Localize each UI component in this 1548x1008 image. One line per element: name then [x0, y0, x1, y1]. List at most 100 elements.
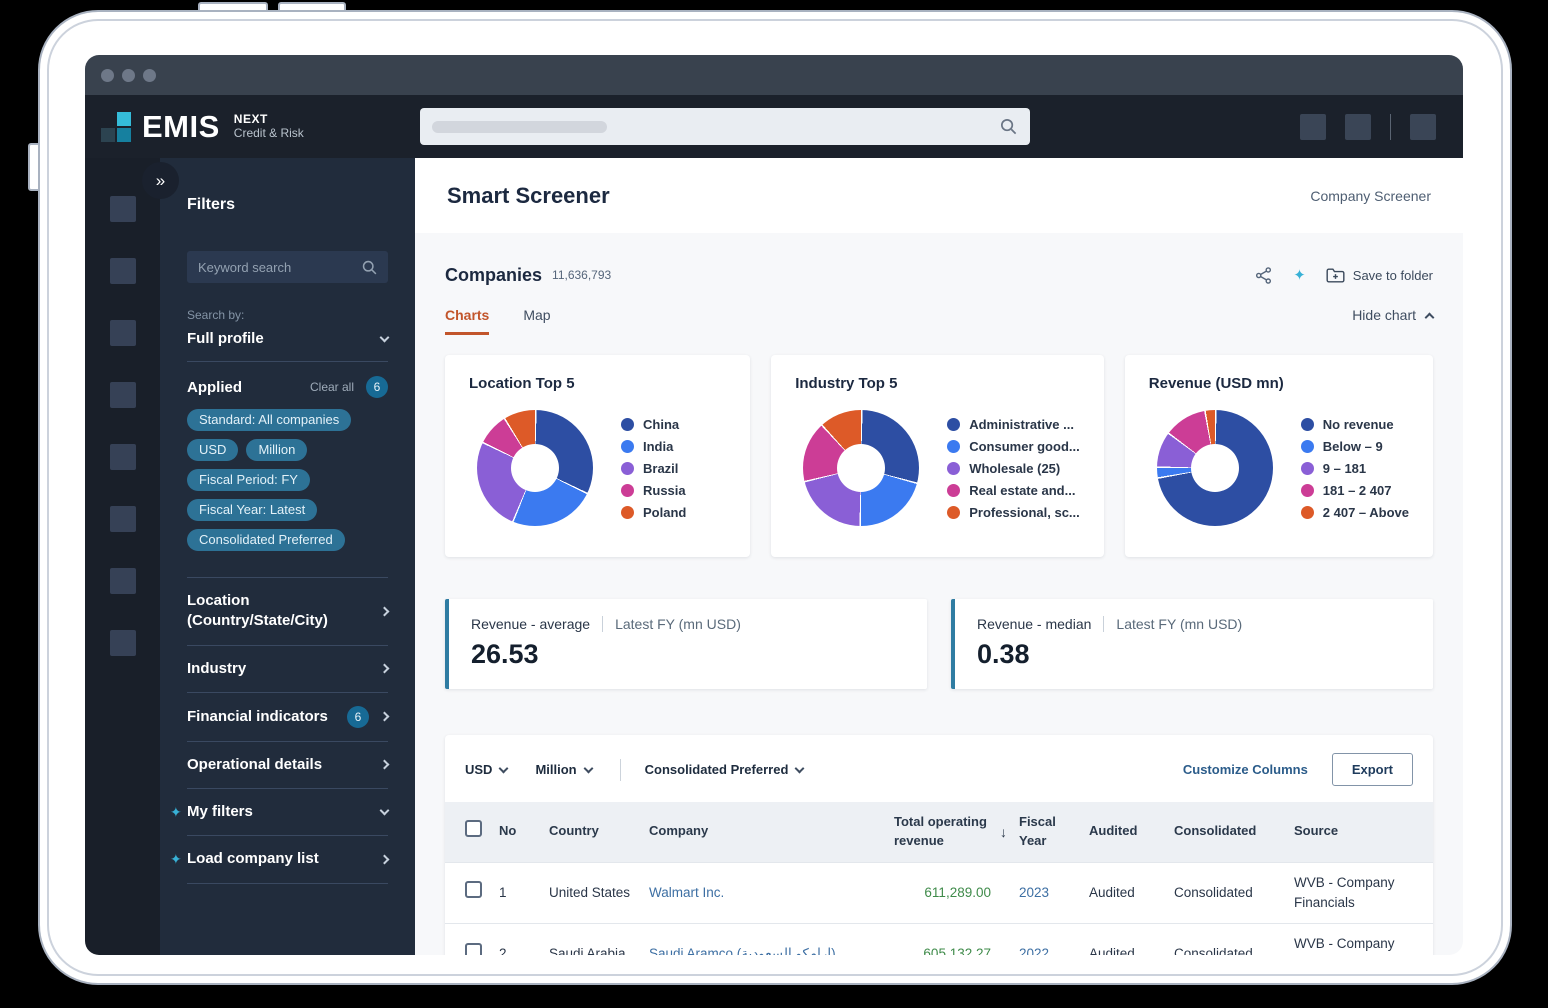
legend-item: Professional, sc...	[947, 505, 1080, 520]
search-by-select[interactable]: Full profile	[187, 330, 390, 347]
legend-swatch	[1300, 461, 1314, 475]
rail-icon-placeholder[interactable]	[109, 382, 136, 408]
column-header[interactable]: Total operating revenue ↓	[894, 814, 1007, 848]
column-header[interactable]: Consolidated	[1174, 823, 1257, 839]
applied-filter-chip[interactable]: USD	[187, 439, 239, 461]
customize-columns-button[interactable]: Customize Columns	[1182, 762, 1308, 777]
sidebar-item-label: Location (Country/State/City)	[187, 592, 328, 630]
cell-no: 2	[491, 923, 541, 955]
results-table-card: USD Million Consolidated Preferred	[445, 735, 1433, 955]
legend-item: No revenue	[1300, 417, 1409, 432]
legend-label: China	[643, 416, 680, 432]
window-control-dot[interactable]	[122, 68, 135, 82]
legend-item: Brazil	[621, 461, 686, 476]
charts-row: Location Top 5 China India Brazil Russia Pola…	[445, 355, 1433, 557]
rail-icon-placeholder[interactable]	[109, 630, 136, 656]
appbar-actions	[1300, 113, 1436, 140]
rail-icon-placeholder[interactable]	[109, 568, 136, 594]
legend-swatch	[947, 439, 961, 453]
cell-source: WVB - Company Financials	[1286, 861, 1433, 924]
chart-card: Revenue (USD mn) No revenue Below – 9 9 – 1…	[1124, 355, 1433, 557]
sidebar-item-industry[interactable]: Industry	[187, 646, 390, 693]
emis-logo: EMIS NEXT Credit & Risk	[100, 109, 304, 145]
chevron-down-icon	[379, 805, 390, 816]
select-all-checkbox[interactable]	[465, 820, 482, 838]
sidebar-item-my-filters[interactable]: ✦ My filters	[170, 789, 390, 837]
company-link[interactable]: Walmart Inc.	[649, 884, 725, 900]
legend-item: China	[621, 417, 686, 432]
breadcrumb[interactable]: Company Screener	[1310, 187, 1431, 204]
applied-filter-chip[interactable]: Consolidated Preferred	[187, 529, 345, 551]
appbar-divider	[1390, 113, 1391, 140]
window-control-dot[interactable]	[101, 68, 114, 82]
rail-icon-placeholder[interactable]	[109, 506, 136, 532]
applied-filter-chip[interactable]: Fiscal Period: FY	[187, 469, 310, 491]
clear-all-button[interactable]: Clear all	[309, 380, 354, 394]
folder-plus-icon	[1326, 267, 1345, 283]
applied-filters-label: Applied	[187, 378, 242, 396]
row-checkbox[interactable]	[465, 881, 482, 899]
hide-chart-toggle[interactable]: Hide chart	[1352, 307, 1435, 323]
appbar-icon-placeholder[interactable]	[1410, 113, 1436, 140]
unit-select[interactable]: Million	[535, 762, 594, 777]
window-control-dot[interactable]	[143, 68, 156, 82]
legend-label: Russia	[643, 482, 686, 498]
tab-map[interactable]: Map	[523, 307, 551, 323]
sidebar-item-label: Financial indicators	[187, 707, 328, 725]
filter-nav-list: Location (Country/State/City) Industry Fin…	[170, 577, 390, 884]
cell-company: Walmart Inc.	[641, 861, 886, 924]
tab-charts[interactable]: Charts	[445, 307, 490, 335]
keyword-search-input[interactable]	[187, 251, 388, 283]
legend-swatch	[621, 483, 634, 497]
appbar-icon-placeholder[interactable]	[1345, 113, 1371, 140]
column-header[interactable]: Company	[649, 823, 709, 839]
column-header[interactable]: Country	[549, 823, 599, 839]
sidebar-collapse-button[interactable]: »	[142, 162, 179, 199]
app-header-bar: EMIS NEXT Credit & Risk	[85, 95, 1463, 158]
fiscal-year-link[interactable]: 2023	[1019, 884, 1050, 900]
stat-divider	[1103, 616, 1105, 632]
legend-swatch	[947, 505, 961, 519]
sidebar-item-location-country-state-city[interactable]: Location (Country/State/City)	[187, 578, 390, 646]
applied-filter-chip[interactable]: Million	[246, 439, 308, 461]
row-checkbox-cell	[445, 861, 491, 924]
appbar-icon-placeholder[interactable]	[1300, 113, 1326, 140]
legend-swatch	[1300, 483, 1314, 497]
statement-type-select[interactable]: Consolidated Preferred	[645, 762, 805, 777]
save-to-folder-button[interactable]: Save to folder	[1326, 267, 1433, 284]
sort-desc-icon[interactable]: ↓	[1000, 823, 1007, 840]
column-header[interactable]: Fiscal Year	[1019, 814, 1056, 848]
sidebar-item-operational-details[interactable]: Operational details	[187, 742, 390, 789]
stats-row: Revenue - average Latest FY (mn USD) 26.53…	[445, 599, 1433, 689]
legend-item: Poland	[621, 505, 686, 520]
rail-icon-placeholder[interactable]	[109, 258, 136, 284]
sidebar-item-label: Industry	[187, 659, 247, 677]
company-link[interactable]: Saudi Aramco (ارامكو السعودية)	[649, 946, 836, 955]
applied-filter-chip[interactable]: Standard: All companies	[187, 409, 352, 431]
fiscal-year-link[interactable]: 2022	[1019, 946, 1050, 955]
legend-swatch	[947, 417, 961, 431]
currency-select[interactable]: USD	[465, 762, 509, 777]
search-icon	[1000, 118, 1017, 135]
page-title: Smart Screener	[447, 182, 610, 208]
column-header[interactable]: Source	[1294, 823, 1339, 839]
sidebar-item-financial-indicators[interactable]: Financial indicators 6	[187, 693, 390, 742]
search-placeholder-pill	[432, 120, 607, 133]
sidebar-item-load-company-list[interactable]: ✦ Load company list	[170, 836, 390, 884]
global-search-input[interactable]	[420, 108, 1030, 145]
rail-icon-placeholder[interactable]	[109, 444, 136, 470]
applied-filter-chip[interactable]: Fiscal Year: Latest	[187, 499, 318, 521]
chevron-right-icon	[379, 663, 390, 674]
legend-label: Real estate and...	[969, 482, 1076, 498]
share-icon[interactable]	[1254, 266, 1273, 285]
row-checkbox[interactable]	[465, 942, 482, 955]
view-tabs: Charts Map Hide chart	[445, 307, 1435, 337]
column-header[interactable]: No	[499, 823, 517, 839]
chart-card: Location Top 5 China India Brazil Russia Pola…	[445, 355, 751, 557]
sparkle-icon[interactable]: ✦	[1293, 267, 1306, 284]
rail-icon-placeholder[interactable]	[109, 196, 136, 222]
column-header[interactable]: Audited	[1089, 823, 1138, 839]
stat-label: Revenue - median	[977, 616, 1092, 632]
rail-icon-placeholder[interactable]	[109, 320, 136, 346]
export-button[interactable]: Export	[1331, 753, 1413, 786]
